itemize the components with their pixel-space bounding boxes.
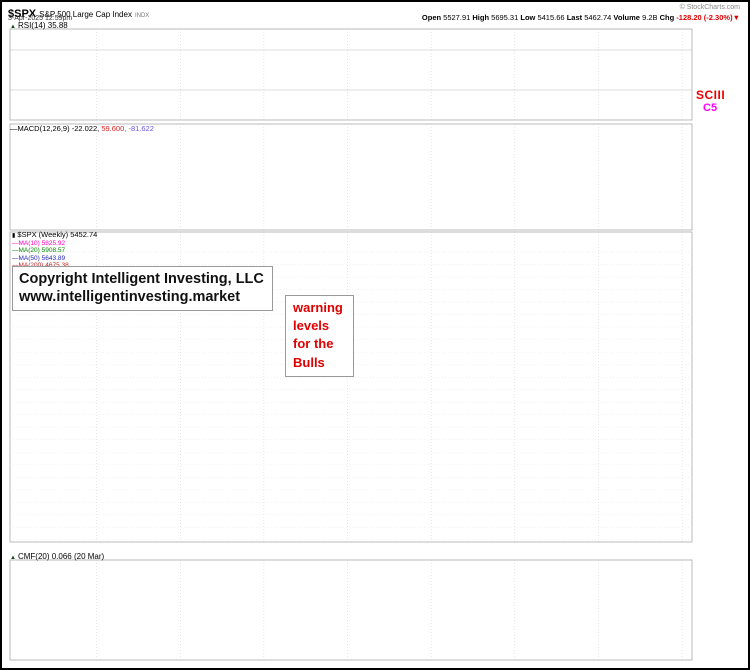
change-value: -128.20 (-2.30%) [676, 13, 733, 22]
last-value: 5462.74 [584, 13, 612, 22]
macd-label: MACD(12,26,9) [17, 124, 70, 133]
last-label: Last [566, 13, 583, 22]
main-legend: ▮ $SPX (Weekly) 5452.74 —MA(10) 5825.92 … [12, 231, 97, 269]
warning-line: levels [293, 318, 330, 334]
volume-value: 9.2B [642, 13, 658, 22]
ma50-label: —MA(50) 5643.89 [12, 254, 66, 262]
volume-label: Volume [613, 13, 640, 22]
cmf-legend: ▲ CMF(20) 0.066 (20 Mar) [10, 552, 104, 561]
warning-line: for the [293, 336, 334, 352]
ticker-symbol: $SPX [8, 8, 37, 20]
ma200-label: —MA(200) 4675.38 [12, 262, 97, 269]
copyright-line2: www.intelligentinvesting.market [19, 289, 241, 306]
indicator-icon: ▲ [10, 24, 16, 30]
change-down-icon: ▼ [732, 13, 740, 22]
ma10-label: —MA(10) 5825.92 [12, 240, 66, 248]
macd-legend: —MACD(12,26,9) -22.022, 59.600, -81.622 [10, 124, 154, 133]
ticker-name: S&P 500 Large Cap Index [39, 10, 132, 19]
warning-line: Bulls [293, 354, 325, 370]
ticker-header: $SPX S&P 500 Large Cap Index INDX [8, 4, 149, 22]
warning-box: warning levels for the Bulls [285, 295, 354, 377]
grid-layer [9, 28, 693, 661]
indicator-icon: ▲ [10, 555, 16, 561]
rsi-legend: ▲ RSI(14) 35.88 [10, 21, 68, 30]
c5-wave-label: C5 [703, 102, 718, 114]
high-label: High [472, 13, 490, 22]
sciii-wave-label: SCIII [696, 88, 726, 102]
high-value: 5695.31 [491, 13, 519, 22]
macd-value: -22.022, [71, 124, 100, 133]
cmf-label: CMF(20) 0.066 (20 Mar) [17, 552, 105, 561]
quote-bar: Open 5527.91 High 5695.31 Low 5415.66 La… [422, 13, 740, 22]
low-label: Low [520, 13, 536, 22]
open-label: Open [421, 13, 442, 22]
copyright-line1: Copyright Intelligent Investing, LLC [19, 271, 264, 287]
copyright-box: Copyright Intelligent Investing, LLC www… [12, 266, 273, 312]
open-value: 5527.91 [443, 13, 471, 22]
warning-line: warning [293, 300, 343, 315]
source-credit: © StockCharts.com [679, 4, 740, 11]
main-symbol-label: ▮ $SPX (Weekly) 5452.74 [12, 230, 98, 239]
ma20-label: —MA(20) 5908.57 [12, 247, 66, 255]
macd-signal-value: 59.600, [101, 124, 127, 133]
low-value: 5415.66 [537, 13, 565, 22]
macd-hist-value: -81.622 [128, 124, 154, 133]
chart-datetime: 3-Apr-2025 12:59pm [8, 15, 73, 22]
chart-type-icon: ▮ [12, 233, 16, 239]
change-label: Chg [659, 13, 675, 22]
rsi-label: RSI(14) 35.88 [17, 21, 68, 30]
ticker-exchange: INDX [134, 13, 150, 19]
